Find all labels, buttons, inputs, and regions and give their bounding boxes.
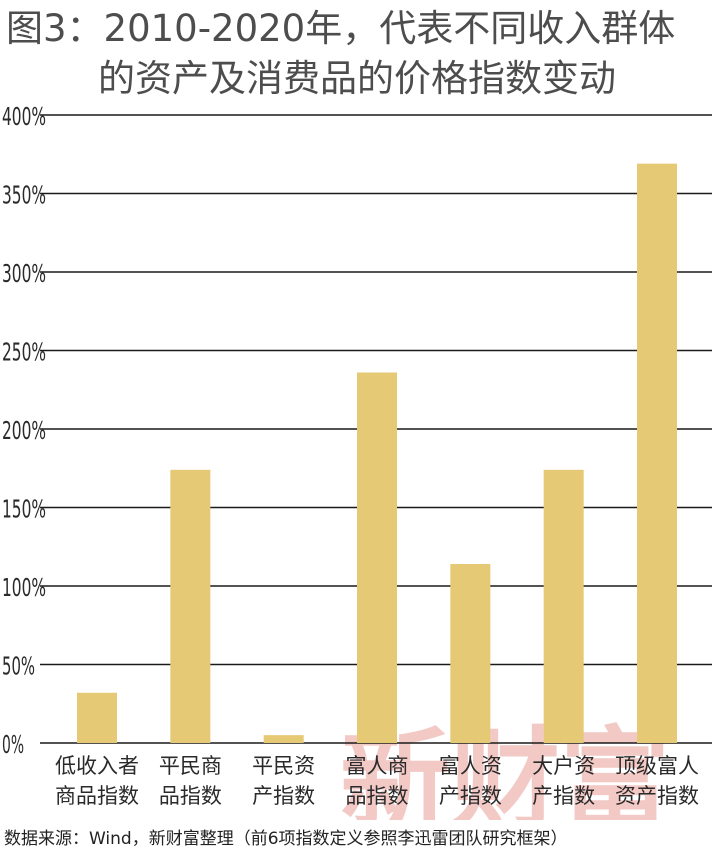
category-label: 品指数 [159, 784, 222, 808]
y-tick-label: 300% [2, 259, 46, 288]
bar [637, 163, 677, 744]
y-tick-label: 100% [2, 573, 46, 602]
bar [170, 469, 211, 743]
y-tick-label: 400% [2, 102, 46, 131]
title-line-1: 图3：2010-2020年，代表不同收入群体 [6, 7, 676, 50]
category-label: 产指数 [532, 784, 595, 808]
category-label: 产指数 [439, 784, 502, 808]
category-label: 平民商 [159, 754, 222, 778]
bar [263, 735, 304, 743]
category-label: 大户资 [532, 754, 595, 778]
title-line-2: 的资产及消费品的价格指数变动 [98, 57, 616, 100]
source-note: 数据来源：Wind，新财富整理（前6项指数定义参照李迅雷团队研究框架） [4, 829, 568, 849]
category-label: 富人资 [439, 754, 502, 778]
category-label: 顶级富人 [615, 754, 699, 778]
y-tick-label: 50% [2, 652, 35, 681]
category-label: 平民资 [252, 754, 315, 778]
category-label: 品指数 [346, 784, 409, 808]
category-label: 产指数 [252, 784, 315, 808]
y-tick-label: 150% [2, 495, 46, 524]
y-tick-label: 0% [2, 730, 24, 759]
category-label: 资产指数 [615, 784, 699, 808]
bar [77, 692, 117, 743]
y-tick-label: 200% [2, 416, 46, 445]
bar [357, 372, 397, 743]
bar [450, 564, 491, 743]
bar-chart: 新财富 0%50%100%150%200%250%300%350%400% 低收… [2, 102, 712, 820]
bar [543, 469, 584, 743]
y-tick-label: 250% [2, 338, 46, 367]
category-label: 富人商 [346, 754, 409, 778]
category-label: 低收入者 [55, 754, 139, 778]
y-tick-label: 350% [2, 181, 46, 210]
category-label: 商品指数 [55, 784, 139, 808]
chart-title: 图3：2010-2020年，代表不同收入群体 的资产及消费品的价格指数变动 [6, 4, 706, 104]
